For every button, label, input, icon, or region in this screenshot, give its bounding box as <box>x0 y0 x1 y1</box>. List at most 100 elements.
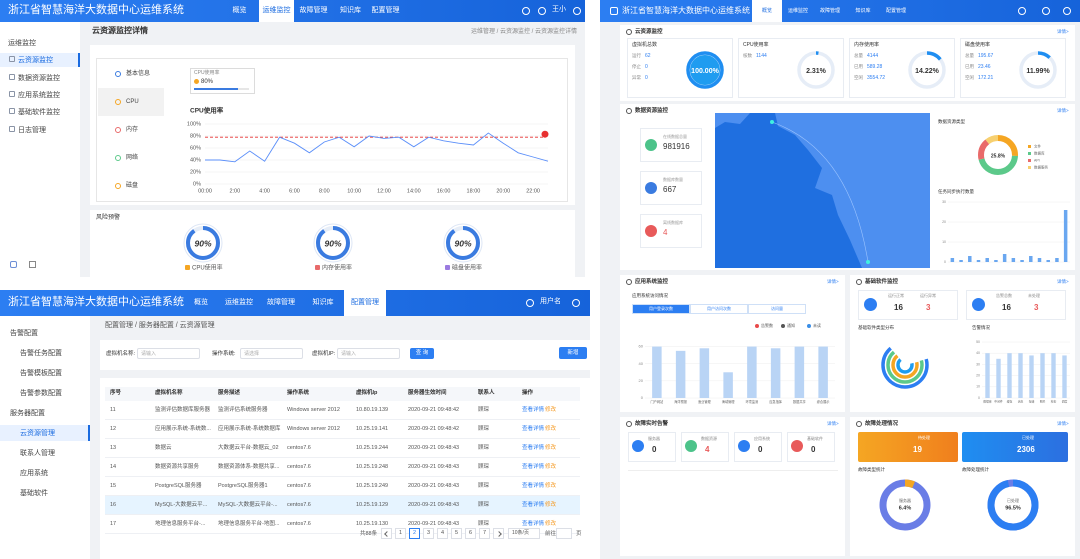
pager-arrow[interactable] <box>381 528 392 539</box>
app-tab[interactable]: 用户访问次数 <box>690 304 748 314</box>
nav-item[interactable]: 运维监控 <box>259 0 294 22</box>
pager-page[interactable]: 2 <box>409 528 420 539</box>
add-button[interactable]: 新增 <box>559 347 587 359</box>
pager-page[interactable]: 5 <box>451 528 462 539</box>
pager-page[interactable]: 7 <box>479 528 490 539</box>
sidebar-tool[interactable] <box>29 261 36 268</box>
nav-item[interactable]: 故障管理 <box>299 7 328 14</box>
header-icon[interactable] <box>1063 7 1071 15</box>
filter-input[interactable] <box>137 348 200 359</box>
user-name[interactable]: 王小 <box>552 6 566 13</box>
sidebar-item[interactable]: 告警模板配置 <box>20 370 62 377</box>
sidebar-tool[interactable] <box>10 261 17 268</box>
nav-item[interactable]: 运维监控 <box>787 8 808 14</box>
sidebar-item[interactable]: 应用系统 <box>20 470 48 477</box>
nav-item[interactable]: 故障管理 <box>267 299 295 306</box>
row-action-view[interactable]: 查看详情 <box>522 502 545 508</box>
sidebar-item[interactable]: 基础软件监控 <box>18 109 60 116</box>
section-more[interactable]: 详情> <box>1057 421 1069 426</box>
alarm-icon <box>791 440 803 452</box>
sidebar-item[interactable]: 运维监控 <box>8 40 36 47</box>
nav-item[interactable]: 运维监控 <box>225 299 253 306</box>
row-action-edit[interactable]: 修改 <box>545 407 557 413</box>
goto-input[interactable] <box>556 528 572 539</box>
table-cell: 顾琛 <box>478 483 490 489</box>
section-more[interactable]: 详情> <box>827 279 839 284</box>
search-button[interactable]: 查 询 <box>410 348 434 359</box>
table-row[interactable] <box>105 515 580 534</box>
tab-label[interactable]: 网络 <box>126 155 139 161</box>
section-title: 故障实时告警 <box>635 421 669 427</box>
table-row[interactable] <box>105 420 580 439</box>
sidebar-item[interactable]: 日志管理 <box>18 127 46 134</box>
pager-page[interactable]: 6 <box>465 528 476 539</box>
tab[interactable] <box>98 88 164 116</box>
pager-page[interactable]: 1 <box>395 528 406 539</box>
row-action-edit[interactable]: 修改 <box>545 483 557 489</box>
nav-item[interactable]: 知识库 <box>340 7 361 14</box>
header-icon[interactable] <box>522 7 530 15</box>
header-icon[interactable] <box>1018 7 1026 15</box>
table-row[interactable] <box>105 496 580 515</box>
sidebar-item[interactable]: 云资源管理 <box>20 430 55 437</box>
nav-item[interactable]: 知识库 <box>312 299 334 306</box>
row-action-view[interactable]: 查看详情 <box>522 464 545 470</box>
app-tab[interactable]: 访问量 <box>748 304 806 314</box>
pager-page[interactable]: 4 <box>437 528 448 539</box>
sidebar-item[interactable]: 基础软件 <box>20 490 48 497</box>
row-action-edit[interactable]: 修改 <box>545 445 557 451</box>
sidebar-item[interactable]: 数据资源监控 <box>18 75 60 82</box>
app-tab[interactable]: 用户登录次数 <box>632 304 690 314</box>
section-more[interactable]: 详情> <box>827 421 839 426</box>
header-icon[interactable] <box>572 299 580 307</box>
page-size[interactable]: 10条/页 <box>508 528 540 539</box>
tab-label[interactable]: 基本信息 <box>126 71 151 77</box>
row-action-view[interactable]: 查看详情 <box>522 521 545 527</box>
row-action-edit[interactable]: 修改 <box>545 521 557 527</box>
header-icon[interactable] <box>573 7 581 15</box>
table-row[interactable] <box>105 477 580 496</box>
tab-label[interactable]: CPU <box>126 99 139 105</box>
section-more[interactable]: 详情> <box>1057 279 1069 284</box>
alarm-box <box>787 432 835 462</box>
nav-item[interactable]: 知识库 <box>855 8 871 14</box>
section-more[interactable]: 详情> <box>1057 29 1069 34</box>
nav-item[interactable]: 配置管理 <box>885 8 906 14</box>
table-row[interactable] <box>105 401 580 420</box>
header-icon[interactable] <box>538 7 546 15</box>
nav-item[interactable]: 概览 <box>752 0 782 22</box>
filter-input[interactable] <box>240 348 303 359</box>
section-more[interactable]: 详情> <box>1057 108 1069 113</box>
filter-input[interactable] <box>337 348 400 359</box>
sidebar-item[interactable]: 服务器配置 <box>10 410 45 417</box>
filter-label: 操作系统: <box>212 351 236 357</box>
sidebar-item[interactable]: 应用系统监控 <box>18 92 60 99</box>
sidebar-item[interactable]: 联系人管理 <box>20 450 55 457</box>
nav-item[interactable]: 配置管理 <box>344 290 386 316</box>
header-icon[interactable] <box>1042 7 1050 15</box>
section-icon <box>626 29 632 35</box>
user-name[interactable]: 用户名 <box>540 298 561 305</box>
sidebar-item[interactable]: 云资源监控 <box>18 57 53 64</box>
tab-label[interactable]: 内存 <box>126 127 139 133</box>
row-action-edit[interactable]: 修改 <box>545 502 557 508</box>
pager-arrow[interactable] <box>493 528 504 539</box>
nav-item[interactable]: 配置管理 <box>371 7 400 14</box>
row-action-view[interactable]: 查看详情 <box>522 407 545 413</box>
nav-item[interactable]: 概览 <box>232 7 247 14</box>
sidebar-item[interactable]: 告警任务配置 <box>20 350 62 357</box>
row-action-edit[interactable]: 修改 <box>545 426 557 432</box>
nav-item[interactable]: 故障管理 <box>819 8 840 14</box>
row-action-view[interactable]: 查看详情 <box>522 483 545 489</box>
sidebar-item[interactable]: 告警配置 <box>10 330 38 337</box>
table-row[interactable] <box>105 439 580 458</box>
tab-label[interactable]: 磁盘 <box>126 183 139 189</box>
header-icon[interactable] <box>526 299 534 307</box>
row-action-view[interactable]: 查看详情 <box>522 445 545 451</box>
row-action-view[interactable]: 查看详情 <box>522 426 545 432</box>
table-row[interactable] <box>105 458 580 477</box>
sidebar-item[interactable]: 告警参数配置 <box>20 390 62 397</box>
pager-page[interactable]: 3 <box>423 528 434 539</box>
row-action-edit[interactable]: 修改 <box>545 464 557 470</box>
nav-item[interactable]: 概览 <box>194 299 208 306</box>
